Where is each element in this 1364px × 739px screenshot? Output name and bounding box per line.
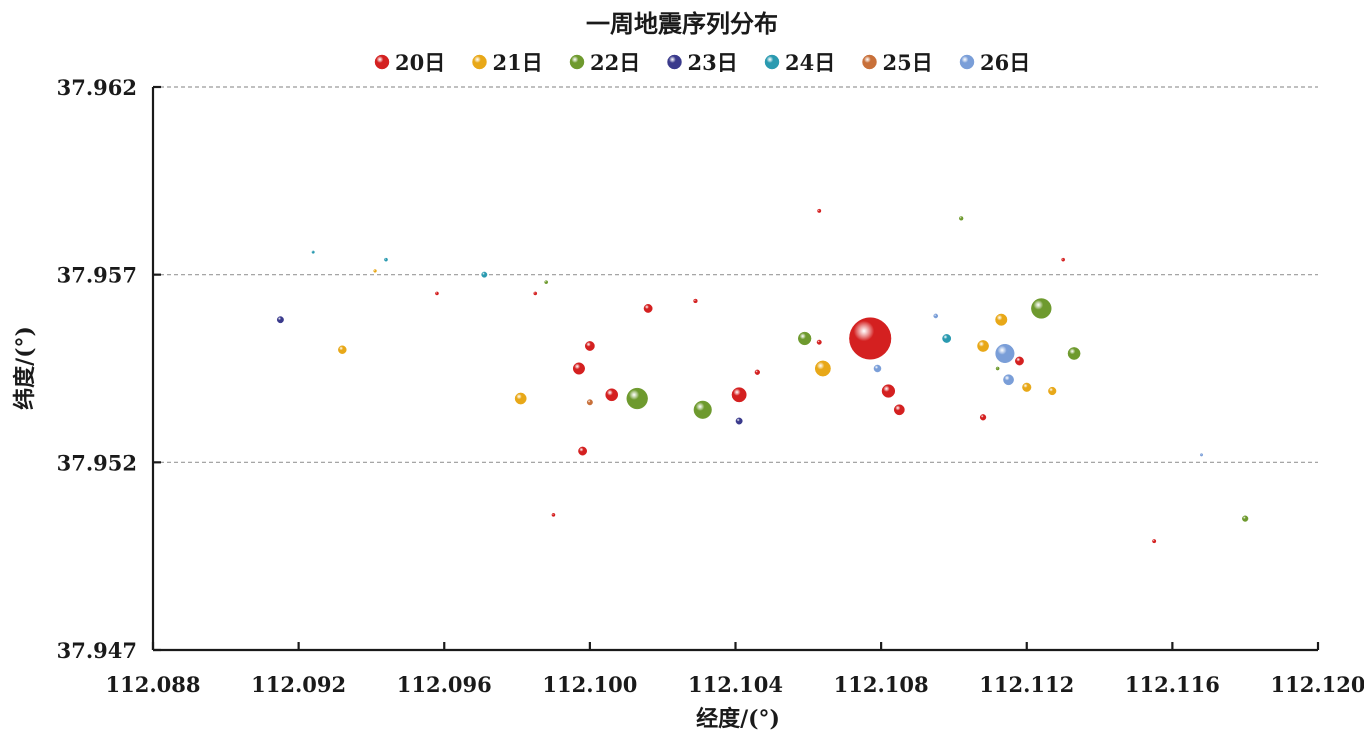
data-point bbox=[643, 304, 653, 313]
x-tick-label: 112.096 bbox=[397, 672, 492, 697]
legend: 20日 21日 22日 23日 24日 25日 26日 bbox=[374, 50, 1030, 75]
data-point bbox=[1067, 347, 1081, 360]
data-point bbox=[979, 414, 987, 421]
legend-marker bbox=[862, 54, 877, 70]
data-point bbox=[1003, 374, 1014, 386]
data-point bbox=[584, 341, 595, 351]
data-point bbox=[514, 392, 527, 405]
data-point bbox=[933, 313, 939, 319]
data-point bbox=[626, 387, 648, 410]
data-point bbox=[1152, 539, 1157, 544]
data-point bbox=[276, 316, 284, 324]
tick-labels: 112.088 112.092 112.096 112.100 112.104 112.1… bbox=[57, 75, 1364, 697]
data-point bbox=[817, 208, 822, 213]
legend-label: 21日 bbox=[493, 50, 543, 75]
x-tick-label: 112.116 bbox=[1125, 672, 1220, 697]
y-tick-label: 37.962 bbox=[57, 75, 137, 100]
x-tick-label: 112.092 bbox=[251, 672, 346, 697]
data-point bbox=[1061, 257, 1066, 262]
data-point bbox=[435, 291, 439, 296]
data-point bbox=[693, 400, 712, 419]
data-point bbox=[586, 399, 593, 406]
data-point bbox=[605, 388, 619, 402]
legend-marker bbox=[959, 54, 975, 70]
data-point bbox=[977, 340, 989, 352]
data-point bbox=[995, 313, 1008, 326]
data-point bbox=[533, 291, 538, 296]
x-tick-label: 112.112 bbox=[979, 672, 1074, 697]
data-point bbox=[881, 384, 896, 398]
x-tick-label: 112.108 bbox=[834, 672, 929, 697]
legend-marker bbox=[569, 54, 585, 70]
data-point bbox=[481, 271, 488, 278]
data-point bbox=[311, 250, 315, 254]
data-point bbox=[816, 339, 822, 345]
data-point bbox=[1048, 386, 1057, 396]
data-point bbox=[873, 364, 882, 373]
data-point bbox=[814, 360, 831, 377]
x-tick-label: 112.100 bbox=[542, 672, 637, 697]
legend-marker bbox=[472, 54, 487, 70]
data-point bbox=[1031, 298, 1052, 319]
data-point bbox=[572, 362, 585, 375]
legend-label: 24日 bbox=[785, 50, 835, 75]
data-point bbox=[959, 216, 964, 221]
legend-marker bbox=[374, 54, 390, 70]
x-tick-label: 112.104 bbox=[688, 672, 783, 697]
x-tick-label: 112.120 bbox=[1271, 672, 1364, 697]
y-tick-label: 37.957 bbox=[57, 263, 137, 288]
data-point bbox=[1242, 515, 1249, 522]
x-axis-label: 经度/(°) bbox=[696, 706, 780, 732]
data-point bbox=[693, 298, 698, 304]
legend-label: 23日 bbox=[688, 50, 738, 75]
legend-marker bbox=[667, 54, 682, 70]
data-point bbox=[849, 317, 892, 360]
x-tick-label: 112.088 bbox=[106, 672, 201, 697]
data-point bbox=[731, 387, 747, 403]
data-point bbox=[1015, 356, 1024, 366]
data-point bbox=[544, 280, 549, 285]
legend-marker bbox=[764, 54, 780, 70]
legend-label: 22日 bbox=[590, 50, 640, 75]
data-point bbox=[338, 345, 347, 354]
axes bbox=[151, 85, 1320, 652]
data-point bbox=[384, 257, 388, 262]
chart-title: 一周地震序列分布 bbox=[586, 9, 778, 38]
y-axis-label: 纬度/(°) bbox=[12, 326, 38, 410]
y-tick-label: 37.947 bbox=[57, 638, 137, 663]
data-point bbox=[995, 366, 1000, 371]
legend-label: 25日 bbox=[883, 50, 933, 75]
data-point bbox=[798, 331, 812, 346]
data-point bbox=[942, 334, 952, 343]
data-point bbox=[754, 369, 760, 375]
data-point bbox=[1199, 453, 1204, 457]
data-point bbox=[551, 513, 556, 517]
data-point bbox=[735, 417, 743, 425]
data-point bbox=[373, 269, 377, 273]
legend-label: 20日 bbox=[395, 50, 445, 75]
data-point bbox=[578, 446, 588, 456]
data-point bbox=[1022, 382, 1032, 392]
data-point bbox=[893, 404, 905, 416]
y-tick-label: 37.952 bbox=[57, 450, 137, 475]
grid-lines bbox=[153, 86, 1318, 463]
data-points bbox=[276, 208, 1249, 544]
legend-label: 26日 bbox=[980, 50, 1030, 75]
data-point bbox=[995, 343, 1015, 364]
